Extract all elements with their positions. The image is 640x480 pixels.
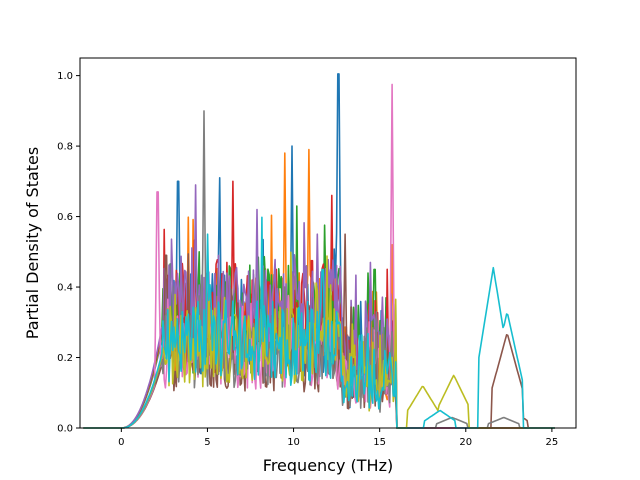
x-tick-label: 0 xyxy=(118,437,124,448)
x-tick-label: 25 xyxy=(546,437,559,448)
x-tick-label: 5 xyxy=(204,437,210,448)
x-axis-label: Frequency (THz) xyxy=(263,456,393,475)
y-tick-label: 0.8 xyxy=(57,142,73,153)
plot-frame xyxy=(79,57,577,429)
x-tick-label: 10 xyxy=(287,437,300,448)
y-tick-label: 0.6 xyxy=(57,212,73,223)
pdos-series-line xyxy=(83,216,555,429)
x-tick-label: 20 xyxy=(459,437,472,448)
series-lines xyxy=(83,73,555,429)
y-tick-label: 1.0 xyxy=(57,71,73,82)
pdos-series-line xyxy=(83,83,555,429)
x-tick-label: 15 xyxy=(373,437,386,448)
y-axis-label: Partial Density of States xyxy=(23,147,42,339)
y-tick-label: 0.2 xyxy=(57,353,73,364)
y-axis-ticks: 0.0 0.2 0.4 0.6 0.8 1.0 xyxy=(57,71,80,435)
y-tick-label: 0.4 xyxy=(57,283,73,294)
x-axis-ticks: 0 5 10 15 20 25 xyxy=(118,428,558,448)
y-tick-label: 0.0 xyxy=(57,424,73,435)
